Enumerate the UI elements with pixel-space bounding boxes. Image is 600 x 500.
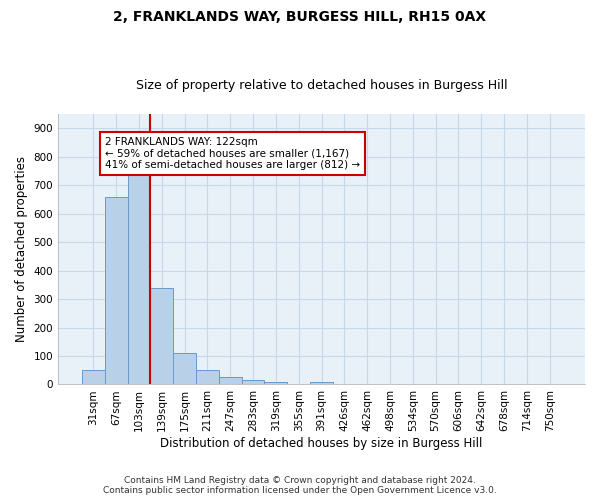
Bar	[196, 370, 219, 384]
X-axis label: Distribution of detached houses by size in Burgess Hill: Distribution of detached houses by size …	[160, 437, 483, 450]
Bar	[82, 370, 105, 384]
Y-axis label: Number of detached properties: Number of detached properties	[15, 156, 28, 342]
Text: Contains HM Land Registry data © Crown copyright and database right 2024.
Contai: Contains HM Land Registry data © Crown c…	[103, 476, 497, 495]
Bar	[128, 171, 151, 384]
Bar	[242, 380, 265, 384]
Title: Size of property relative to detached houses in Burgess Hill: Size of property relative to detached ho…	[136, 79, 508, 92]
Bar	[105, 196, 128, 384]
Bar	[219, 378, 242, 384]
Text: 2, FRANKLANDS WAY, BURGESS HILL, RH15 0AX: 2, FRANKLANDS WAY, BURGESS HILL, RH15 0A…	[113, 10, 487, 24]
Bar	[173, 353, 196, 384]
Bar	[151, 288, 173, 384]
Text: 2 FRANKLANDS WAY: 122sqm
← 59% of detached houses are smaller (1,167)
41% of sem: 2 FRANKLANDS WAY: 122sqm ← 59% of detach…	[105, 137, 360, 170]
Bar	[265, 382, 287, 384]
Bar	[310, 382, 333, 384]
